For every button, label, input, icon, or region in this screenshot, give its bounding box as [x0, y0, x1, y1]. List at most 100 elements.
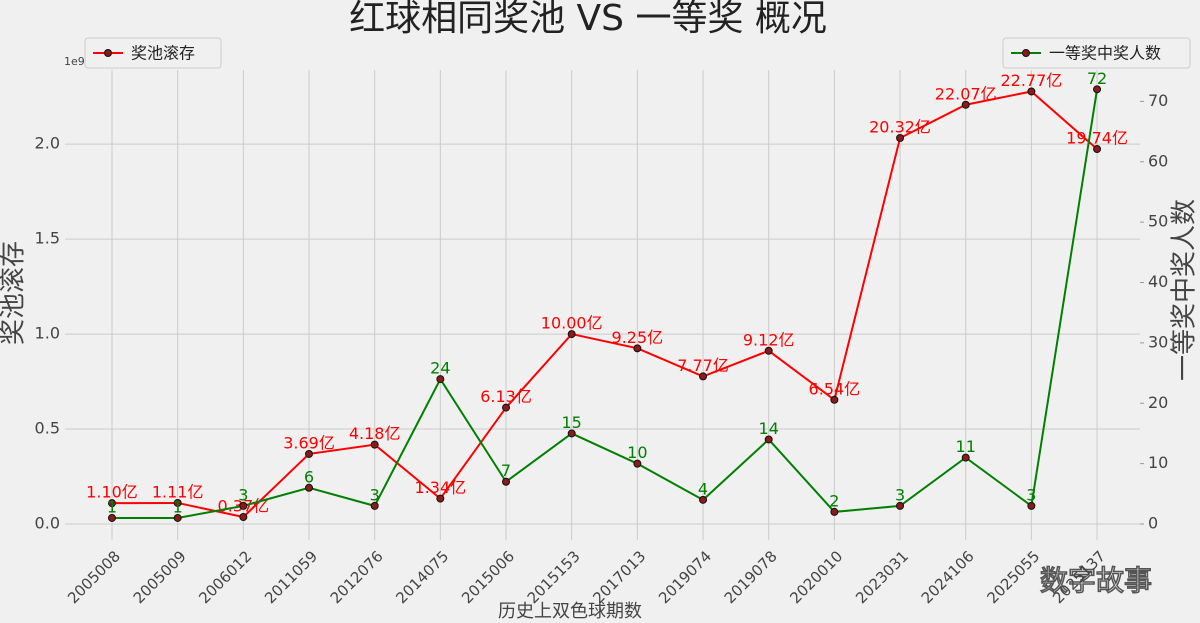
- value-label: 15: [562, 413, 582, 432]
- value-label: 3: [895, 485, 905, 504]
- x-tick-label: 2019078: [721, 547, 781, 607]
- x-axis-label: 历史上双色球期数: [498, 601, 642, 622]
- legend-box: [84, 37, 222, 69]
- point: [764, 346, 773, 355]
- point: [370, 501, 379, 510]
- y2-tick-label: 20: [1148, 393, 1168, 412]
- point: [961, 453, 970, 462]
- point: [699, 372, 708, 381]
- point: [830, 395, 839, 404]
- value-label: 7: [501, 461, 511, 480]
- value-label: 4: [698, 479, 708, 498]
- value-label: 6.13亿: [480, 387, 532, 406]
- x-tick-label: 2024106: [918, 547, 978, 607]
- legend: 奖池滚存: [84, 37, 222, 69]
- point: [896, 134, 905, 143]
- point: [305, 449, 314, 458]
- point: [239, 513, 248, 522]
- point: [173, 498, 182, 507]
- point: [764, 435, 773, 444]
- x-tick-label: 2005008: [64, 547, 124, 607]
- point: [896, 501, 905, 510]
- point: [633, 344, 642, 353]
- value-label: 10: [627, 443, 647, 462]
- y-offset-label: 1e9: [64, 55, 85, 68]
- value-label: 20.32亿: [869, 118, 931, 137]
- value-label: 1.10亿: [86, 483, 138, 502]
- point: [1093, 145, 1102, 154]
- legend: 一等奖中奖人数: [1002, 37, 1191, 69]
- x-tick-label: 2019074: [655, 547, 715, 607]
- value-label: 3: [370, 485, 380, 504]
- value-label: 11: [956, 437, 976, 456]
- y-tick-label: 2.0: [35, 134, 60, 153]
- point: [502, 477, 511, 486]
- x-tick-label: 2015153: [524, 547, 584, 607]
- series-line: [111, 90, 1098, 519]
- x-tick-label: 2017013: [589, 547, 649, 607]
- value-label: 3: [238, 485, 248, 504]
- y-tick-label: 1.0: [35, 324, 60, 343]
- point: [108, 499, 116, 508]
- legend-label: 奖池滚存: [131, 44, 195, 63]
- value-label: 9.25亿: [612, 328, 664, 347]
- x-tick-label: 2014075: [392, 547, 452, 607]
- x-tick-label: 2025055: [983, 547, 1043, 607]
- legend-marker: [104, 49, 112, 57]
- value-label: 10.00亿: [541, 314, 603, 333]
- point: [699, 495, 708, 504]
- value-label: 14: [759, 419, 779, 438]
- point: [239, 501, 248, 510]
- value-label: 1: [107, 497, 117, 516]
- y2-tick-label: 60: [1148, 151, 1168, 170]
- point: [567, 330, 576, 339]
- value-label: 1.34亿: [415, 478, 467, 497]
- point: [830, 507, 839, 516]
- y2-tick-label: 50: [1148, 212, 1168, 231]
- value-label: 1.11亿: [152, 482, 204, 501]
- y2-tick-label: 70: [1148, 91, 1168, 110]
- point: [370, 440, 379, 449]
- point: [173, 513, 182, 522]
- x-tick-label: 2012076: [327, 547, 387, 607]
- point: [436, 375, 445, 384]
- x-tick-label: 2015006: [458, 547, 518, 607]
- x-tick-label: 2011059: [261, 547, 321, 607]
- chart-title: 红球相同奖池 VS 一等奖 概况: [349, 0, 827, 39]
- point: [567, 429, 576, 438]
- legend-box: [1002, 37, 1191, 69]
- x-tick-label: 2005009: [130, 547, 190, 607]
- value-label: 4.18亿: [349, 424, 401, 443]
- legend-marker: [1022, 49, 1030, 57]
- value-label: 3: [1026, 485, 1036, 504]
- y2-tick-label: 10: [1148, 453, 1168, 472]
- y2-tick-label: 0: [1148, 514, 1158, 533]
- point: [108, 513, 116, 522]
- value-label: 2: [829, 491, 839, 510]
- value-label: 9.12亿: [743, 330, 795, 349]
- x-tick-label: 2020010: [786, 547, 846, 607]
- value-label: 6: [304, 467, 314, 486]
- value-label: 1: [173, 497, 183, 516]
- series-line: [112, 89, 1099, 519]
- value-label: 24: [430, 359, 450, 378]
- value-label: 7.77亿: [677, 356, 729, 375]
- y-axis-label: 奖池滚存: [0, 241, 29, 345]
- point: [305, 483, 314, 492]
- point: [502, 403, 511, 412]
- point: [1027, 87, 1036, 96]
- value-label: 3.69亿: [283, 433, 335, 452]
- watermark: 数字故事: [1040, 564, 1152, 597]
- value-label: 19.74亿: [1066, 129, 1128, 148]
- legend-label: 一等奖中奖人数: [1049, 44, 1161, 63]
- point: [1093, 85, 1102, 94]
- y-tick-label: 1.5: [35, 229, 60, 248]
- point: [633, 459, 642, 468]
- x-tick-label: 2006012: [195, 547, 255, 607]
- value-label: 22.07亿: [935, 84, 997, 103]
- value-label: 72: [1087, 69, 1107, 88]
- value-label: 22.77亿: [1000, 71, 1062, 90]
- value-label: 6.54亿: [809, 379, 861, 398]
